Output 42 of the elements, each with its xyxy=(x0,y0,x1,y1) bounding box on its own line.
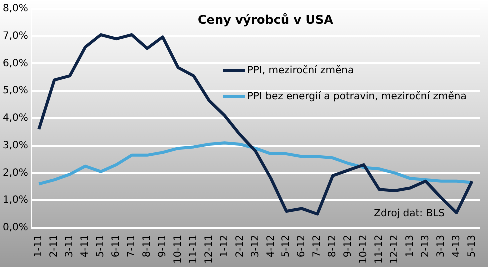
x-tick-label: 6-11 xyxy=(111,234,122,258)
x-tick-label: 2-12 xyxy=(234,234,246,258)
x-tick-label: 1-12 xyxy=(219,234,230,258)
x-tick-label: 8-11 xyxy=(142,234,154,258)
x-tick-label: 7-12 xyxy=(312,234,324,258)
chart-title: Ceny výrobců v USA xyxy=(198,13,334,28)
x-tick-label: 2-11 xyxy=(49,234,60,258)
x-tick-label: 6-12 xyxy=(296,234,308,258)
y-tick-label: 8,0% xyxy=(3,4,28,15)
x-tick-label: 3-13 xyxy=(436,234,447,258)
y-tick-label: 4,0% xyxy=(3,113,28,124)
x-tick-label: 5-11 xyxy=(96,234,107,258)
x-tick-label: 2-13 xyxy=(420,234,432,258)
x-tick-label: 12-12 xyxy=(390,234,401,264)
x-tick-label: 4-11 xyxy=(80,234,92,258)
y-tick-label: 3,0% xyxy=(3,140,28,152)
x-tick-label: 11-12 xyxy=(374,234,386,264)
x-tick-label: 12-11 xyxy=(204,234,215,264)
y-tick-label: 5,0% xyxy=(3,86,28,97)
legend-label: PPI bez energií a potravin, meziroční změna xyxy=(247,92,467,103)
x-tick-label: 1-11 xyxy=(34,234,45,258)
x-tick-label: 10-11 xyxy=(172,234,184,264)
x-tick-label: 11-11 xyxy=(188,234,200,264)
y-tick-label: 0,0% xyxy=(3,222,28,234)
annotation: Zdroj dat: BLS xyxy=(374,208,445,220)
x-tick-label: 7-11 xyxy=(126,234,138,258)
x-tick-label: 3-12 xyxy=(250,234,262,258)
y-tick-label: 2,0% xyxy=(3,168,28,179)
x-tick-label: 5-12 xyxy=(281,234,292,258)
y-tick-label: 7,0% xyxy=(3,30,28,42)
x-tick-label: 9-12 xyxy=(343,234,354,258)
y-tick-label: 6,0% xyxy=(3,58,28,70)
x-tick-label: 8-12 xyxy=(328,234,339,258)
x-tick-label: 1-13 xyxy=(404,234,416,258)
y-tick-label: 1,0% xyxy=(3,195,28,206)
legend-label: PPI, meziroční změna xyxy=(247,66,354,77)
x-tick-label: 3-11 xyxy=(64,234,76,258)
x-tick-label: 5-13 xyxy=(466,234,478,258)
x-tick-label: 4-12 xyxy=(266,234,277,258)
x-tick-label: 10-12 xyxy=(358,234,370,264)
x-tick-label: 4-13 xyxy=(451,234,462,258)
x-tick-label: 9-11 xyxy=(157,234,168,258)
